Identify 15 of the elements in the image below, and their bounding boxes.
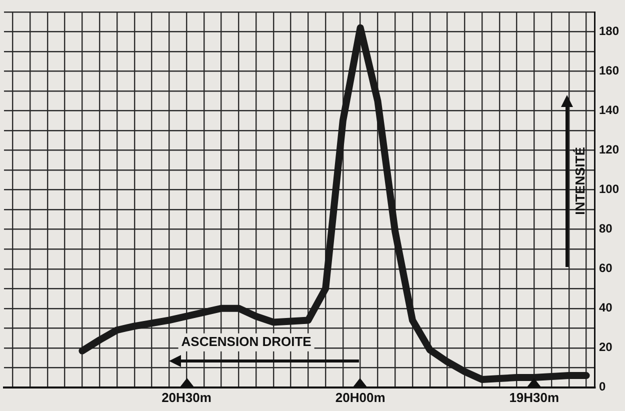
y-tick-label: 160 [598, 64, 620, 78]
y-tick-label: 60 [598, 261, 613, 276]
y-tick-label: 180 [598, 24, 620, 38]
x-axis-title: ASCENSION DROITE [181, 334, 312, 349]
y-tick-label: 120 [598, 142, 620, 157]
y-tick-label: 20 [598, 340, 613, 354]
y-tick-label: 100 [598, 182, 620, 196]
y-tick-label: 80 [598, 222, 613, 236]
y-axis-title: INTENSITÉ [572, 146, 588, 215]
x-tick-label: 20H00m [335, 390, 386, 405]
y-tick-label: 140 [598, 103, 620, 118]
y-tick-label: 0 [598, 380, 606, 394]
y-tick-label: 40 [598, 300, 613, 315]
x-tick-label: 20H30m [162, 390, 212, 405]
x-tick-label: 19H30m [509, 390, 560, 405]
